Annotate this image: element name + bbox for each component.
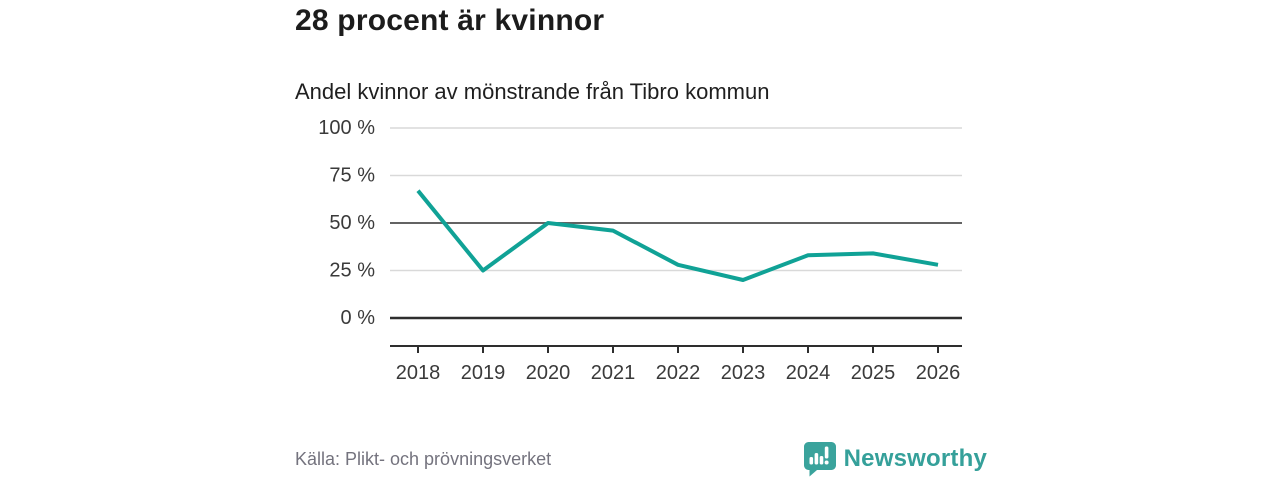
x-tick-label: 2019 (461, 362, 506, 384)
y-tick-label: 100 % (318, 117, 375, 139)
data-line-Andel kvinnor av mönstrande (416, 189, 939, 282)
x-tick-label: 2025 (851, 362, 896, 384)
source-text: Källa: Plikt- och prövningsverket (295, 448, 552, 469)
chart-footer: Källa: Plikt- och prövningsverket Newswo… (295, 441, 987, 477)
y-tick-label: 0 % (341, 307, 376, 329)
x-tick-label: 2024 (786, 362, 831, 384)
newsworthy-logo: Newsworthy (803, 441, 987, 477)
chart-subtitle: Andel kvinnor av mönstrande från Tibro k… (295, 79, 770, 104)
chart-title: 28 procent är kvinnor (295, 4, 605, 37)
x-tick-label: 2020 (526, 362, 571, 384)
y-tick-label: 75 % (329, 165, 375, 187)
x-tick-label: 2023 (721, 362, 766, 384)
y-tick-label: 50 % (329, 212, 375, 234)
x-tick-label: 2021 (591, 362, 636, 384)
x-tick-label: 2018 (396, 362, 441, 384)
newsworthy-logo-text: Newsworthy (843, 445, 987, 472)
newsworthy-logo-icon (803, 442, 836, 477)
y-tick-label: 25 % (329, 260, 375, 282)
x-tick-label: 2026 (916, 362, 961, 384)
x-tick-label: 2022 (656, 362, 701, 384)
